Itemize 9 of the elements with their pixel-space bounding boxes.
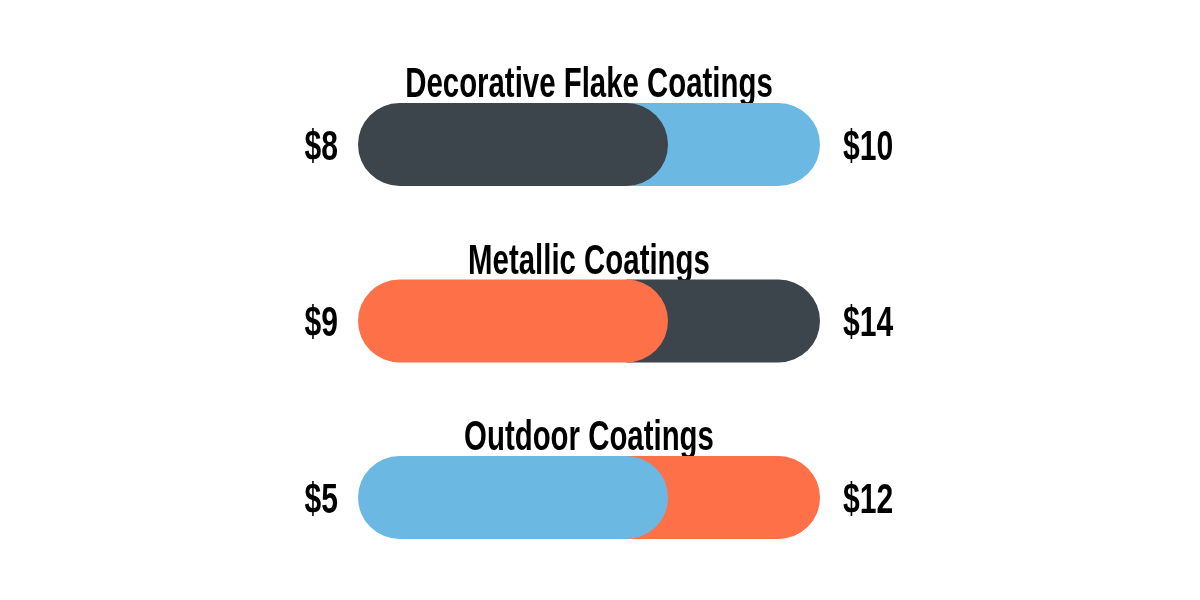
data-label: $10 [843,120,894,169]
category-label: Decorative Flake Coatings [405,58,773,107]
category-label: Metallic Coatings [468,235,710,283]
data-label: $14 [843,296,894,346]
data-label: $9 [304,296,338,346]
data-label: $12 [843,473,894,522]
data-label: $5 [304,473,338,522]
data-label: $8 [304,120,338,169]
category-label: Outdoor Coatings [464,411,714,460]
